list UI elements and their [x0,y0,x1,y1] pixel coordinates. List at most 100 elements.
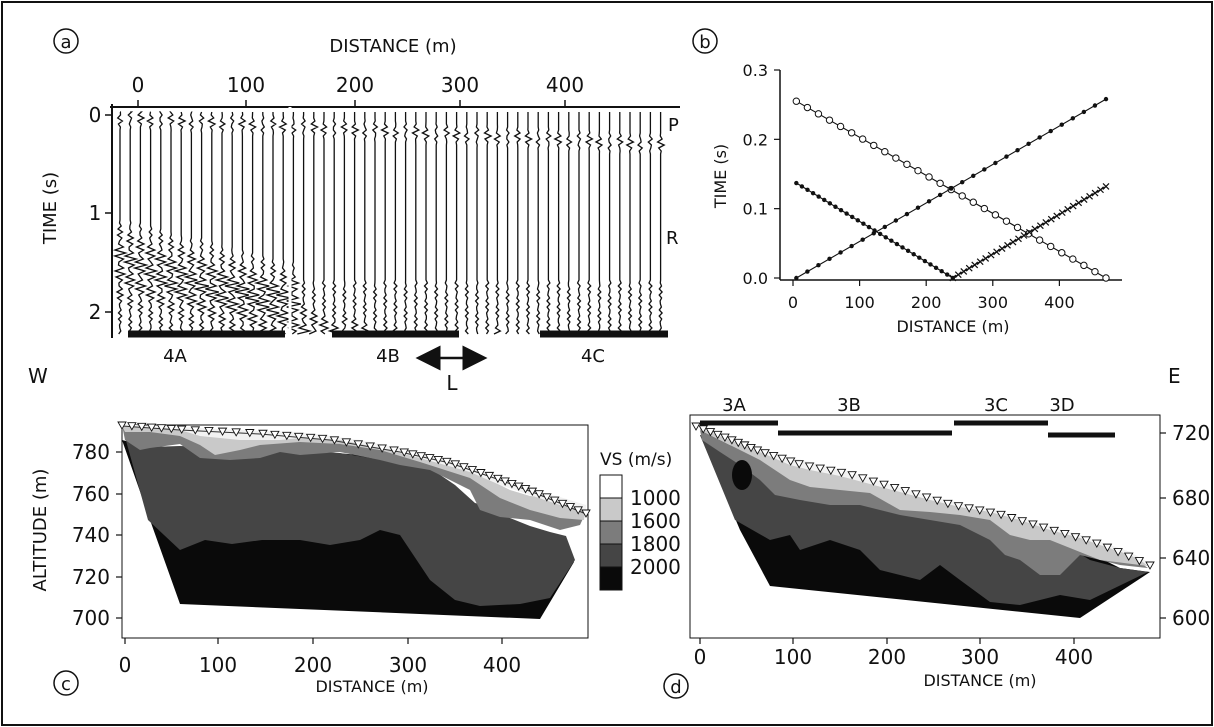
panel-a-ytick-label: 2 [89,300,102,324]
geophone-marker [565,503,576,512]
panel-b-point [917,255,922,260]
geophone-marker [127,422,137,431]
phase-p-label: P [668,115,679,136]
panel-c-ytick-label: 700 [72,606,110,630]
panel-b-point [827,256,832,262]
geophone-marker [900,487,911,496]
panel-b-point [858,135,867,143]
panel-b-point [954,271,962,279]
geophone-marker [1038,523,1049,532]
panel-b-point [827,201,833,206]
panel-b-point [1037,135,1042,140]
panel-b-point [1091,189,1099,197]
panel-b-point [1053,212,1061,220]
geophone-marker [341,438,352,447]
panel-b-point [883,235,888,240]
panel-a-yticks: 0 1 2 [89,103,112,324]
panel-a-xlabel: DISTANCE (m) [329,36,456,57]
geophone-marker [245,429,255,438]
panel-b-point [860,237,865,242]
geophone-marker [691,422,701,431]
geophone-marker [542,493,552,502]
panel-a-xtick-label: 300 [441,73,479,97]
panel-b-point [936,179,944,187]
geophone-marker [353,440,364,449]
panel-b-point [928,262,933,267]
panel-b-point [1058,209,1066,217]
panel-b-point [822,197,827,203]
east-label: E [1168,364,1181,388]
panel-b-point [905,248,911,254]
panel-b-point [939,269,944,274]
geophone-marker [329,436,340,445]
panel-b-series [794,180,956,281]
geophone-marker [136,422,147,432]
geophone-marker [493,474,503,484]
panel-b-point [814,110,823,118]
geophone-marker [1113,548,1123,557]
geophone-marker [258,429,268,439]
panel-d-ytick-label: 600 [1172,606,1210,630]
panel-c-xtick-label: 200 [294,653,332,677]
panel-b-point [987,251,995,259]
geophone-marker [712,430,723,440]
panel-b-point [1047,215,1055,223]
panel-c-xtick-label: 100 [199,653,237,677]
panel-d-segment-bars [700,420,1115,438]
geophone-marker [156,424,167,433]
geophone-marker [317,434,328,444]
panel-b-point [850,214,855,220]
panel-b-point [965,264,973,272]
panel-b-point [993,160,998,166]
panel-b-point [877,231,883,237]
panel-c-letter: c [61,674,71,695]
geophone-marker [996,510,1006,520]
legend-label: 1800 [630,532,681,556]
legend-label: 1600 [630,509,681,533]
panel-b-point [805,269,810,274]
geophone-marker [698,425,709,434]
panel-b-series [949,183,1110,282]
panel-b-point [803,103,812,112]
segment-label-3b: 3B [837,395,861,416]
panel-b-xtick-label: 200 [911,293,942,312]
panel-c-xlabel: DISTANCE (m) [315,677,428,696]
geophone-marker [794,460,804,469]
geophone-marker [467,466,478,475]
panel-d-xtick-label: 400 [1055,645,1093,669]
panel-b-point [1059,122,1064,127]
panel-d-xtick-label: 200 [868,645,906,669]
panel-b-point [982,167,987,172]
geophone-marker [964,504,974,513]
geophone-marker [985,508,996,517]
panel-b-point [1025,228,1033,236]
panel-b-point [792,97,801,105]
geophone-marker [270,430,280,440]
panel-b-point [861,221,866,226]
panel-d: 3A 3B 3C 3D 0 100 200 300 400 720 680 640 600 DI… [663,395,1210,699]
panel-c-ylabel: ALTITUDE (m) [30,469,51,592]
geophone-marker [1060,530,1070,539]
panel-b-point [1004,154,1009,159]
panel-b-point [882,224,888,230]
panel-b-point [825,116,834,124]
phase-r-label: R [666,228,679,249]
geophone-marker [573,506,583,515]
panel-b-xtick-label: 0 [788,293,798,312]
geophone-marker [282,431,292,441]
legend-swatch [599,543,623,568]
geophone-marker [389,446,399,455]
panel-b-point [1081,109,1087,115]
geophone-marker [305,433,316,443]
geophone-marker [166,424,177,434]
panel-b-point [894,241,900,247]
panel-b-point [889,238,894,243]
panel-b-point [1064,205,1072,213]
panel-b-point [1097,186,1104,194]
panel-b-letter: b [699,32,710,53]
panel-b-point [1092,103,1098,108]
geophone-marker [146,423,157,432]
panel-c-xtick-label: 300 [389,653,427,677]
segment-label-4a: 4A [163,346,187,367]
panel-b-point [838,207,844,213]
